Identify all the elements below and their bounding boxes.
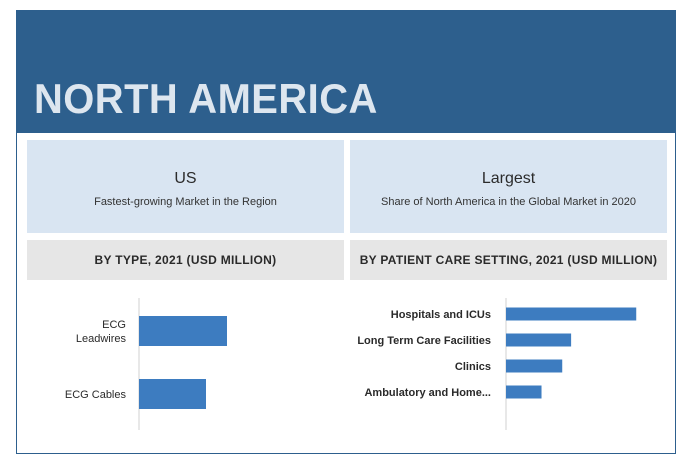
category-label: ECG Leadwires <box>76 319 127 345</box>
bar <box>139 316 227 346</box>
region-title: NORTH AMERICA <box>34 75 378 122</box>
category-label: Hospitals and ICUs <box>391 309 491 321</box>
bar <box>506 359 563 373</box>
region-banner: NORTH AMERICA <box>17 11 675 133</box>
card-subtitle: Share of North America in the Global Mar… <box>381 196 636 208</box>
category-label: Clinics <box>455 361 491 373</box>
bar <box>139 379 206 409</box>
largest-share-card: Largest Share of North America in the Gl… <box>350 140 667 233</box>
bar <box>506 333 572 347</box>
fastest-growing-card: US Fastest-growing Market in the Region <box>27 140 344 233</box>
category-label: ECG Cables <box>65 389 127 401</box>
card-subtitle: Fastest-growing Market in the Region <box>94 196 277 208</box>
category-label: Ambulatory and Home... <box>364 387 491 399</box>
category-label: Long Term Care Facilities <box>357 335 491 347</box>
by-type-chart-title: BY TYPE, 2021 (USD MILLION) <box>27 240 344 280</box>
bar <box>506 385 542 399</box>
by-setting-chart: Hospitals and ICUs Long Term Care Facilit… <box>357 298 637 430</box>
by-setting-chart-title: BY PATIENT CARE SETTING, 2021 (USD MILLI… <box>350 240 667 280</box>
card-headline: Largest <box>481 170 536 187</box>
by-type-chart: ECG Leadwires ECG Cables <box>65 298 227 430</box>
bar <box>506 307 637 321</box>
card-headline: US <box>174 170 197 187</box>
